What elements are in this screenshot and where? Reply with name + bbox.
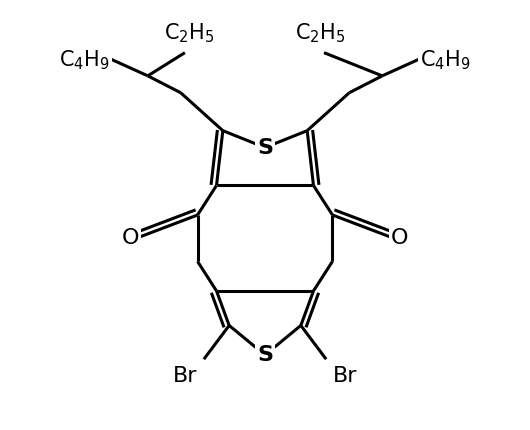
Text: S: S [257, 138, 273, 157]
Text: O: O [391, 228, 409, 248]
Text: O: O [121, 228, 139, 248]
Text: Br: Br [333, 366, 357, 386]
Text: C$_4$H$_9$: C$_4$H$_9$ [420, 48, 471, 72]
Text: S: S [257, 345, 273, 365]
Text: Br: Br [173, 366, 197, 386]
Text: C$_2$H$_5$: C$_2$H$_5$ [295, 22, 345, 46]
Text: C$_2$H$_5$: C$_2$H$_5$ [164, 22, 215, 46]
Text: C$_4$H$_9$: C$_4$H$_9$ [59, 48, 110, 72]
